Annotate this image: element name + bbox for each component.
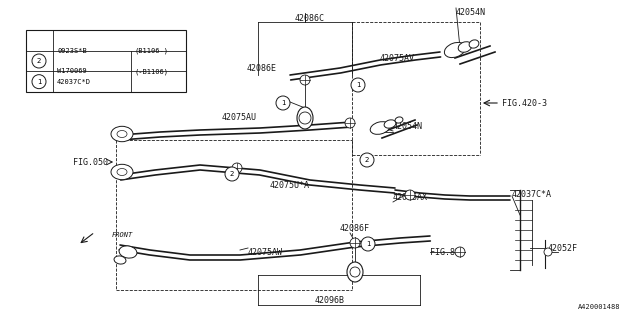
Text: 42096B: 42096B (315, 296, 345, 305)
Text: A420001488: A420001488 (577, 304, 620, 310)
Ellipse shape (370, 122, 390, 134)
Ellipse shape (111, 164, 133, 180)
Ellipse shape (444, 43, 466, 58)
Text: 1: 1 (281, 100, 285, 106)
Ellipse shape (347, 262, 363, 282)
Circle shape (276, 96, 290, 110)
Text: 2: 2 (37, 58, 41, 64)
Text: FIG.050: FIG.050 (73, 157, 108, 166)
Text: 42086C: 42086C (295, 14, 325, 23)
Ellipse shape (119, 246, 137, 258)
Text: 0923S*B: 0923S*B (57, 48, 87, 54)
Circle shape (225, 167, 239, 181)
Circle shape (345, 118, 355, 128)
Ellipse shape (117, 131, 127, 138)
Circle shape (350, 267, 360, 277)
Text: 2: 2 (365, 157, 369, 163)
Text: (B1106-): (B1106-) (134, 47, 168, 54)
Bar (26, 30, 186, 92)
Text: 42054N: 42054N (456, 8, 486, 17)
Ellipse shape (395, 117, 403, 123)
Text: 2: 2 (230, 171, 234, 177)
Circle shape (360, 153, 374, 167)
Text: 1: 1 (365, 241, 371, 247)
Ellipse shape (469, 40, 479, 48)
Text: 42086E: 42086E (247, 63, 277, 73)
Circle shape (361, 237, 375, 251)
Circle shape (351, 78, 365, 92)
Text: 42037C*D: 42037C*D (57, 79, 91, 85)
Circle shape (232, 163, 242, 173)
Text: 42075AX: 42075AX (393, 193, 428, 202)
Circle shape (32, 54, 46, 68)
Text: 1: 1 (356, 82, 360, 88)
Text: 42075U*A: 42075U*A (270, 181, 310, 190)
Ellipse shape (384, 120, 396, 128)
Circle shape (405, 190, 415, 200)
Circle shape (299, 112, 311, 124)
Circle shape (300, 75, 310, 85)
Ellipse shape (297, 107, 313, 129)
Circle shape (455, 247, 465, 257)
Ellipse shape (117, 169, 127, 175)
Circle shape (350, 238, 360, 248)
Text: 42054N: 42054N (393, 122, 423, 131)
Text: FIG.820: FIG.820 (430, 247, 465, 257)
Text: FIG.420-3: FIG.420-3 (502, 99, 547, 108)
Text: 42075AW: 42075AW (248, 248, 283, 257)
Text: W170069: W170069 (57, 68, 87, 74)
Text: 42052F: 42052F (548, 244, 578, 252)
Text: 42086F: 42086F (340, 224, 370, 233)
Text: 1: 1 (36, 79, 41, 85)
Text: FRONT: FRONT (112, 232, 133, 238)
Text: 42037C*A: 42037C*A (512, 189, 552, 198)
Ellipse shape (114, 256, 126, 264)
Ellipse shape (544, 248, 552, 256)
Text: (-B1106): (-B1106) (134, 68, 168, 75)
Text: 42075AV: 42075AV (380, 53, 415, 62)
Text: 42075AU: 42075AU (222, 113, 257, 122)
Circle shape (32, 75, 46, 89)
Ellipse shape (111, 126, 133, 142)
Ellipse shape (458, 42, 472, 52)
